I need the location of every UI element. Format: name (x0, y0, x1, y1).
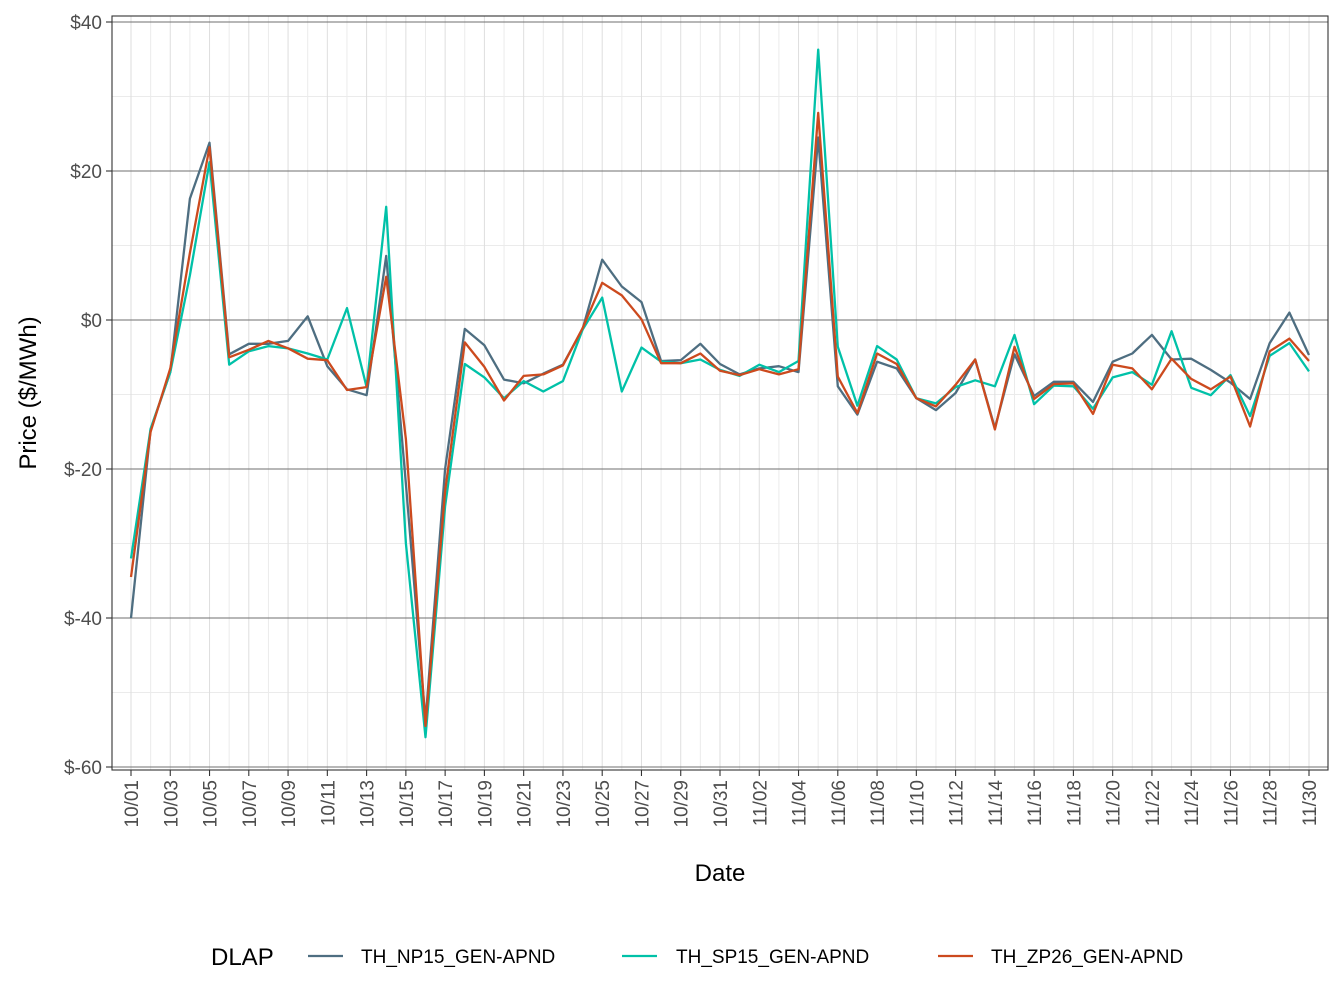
x-tick-label: 10/03 (161, 780, 182, 828)
legend-title: DLAP (211, 944, 274, 971)
x-axis: 10/01 10/03 10/05 10/07 10/09 10/11 10/13 10/15… (122, 770, 1321, 828)
x-tick-label: 10/01 (122, 780, 143, 828)
x-tick-label: 10/07 (240, 780, 261, 828)
y-axis: $40 $20 $0 $-20 $-40 $-60 (64, 13, 112, 779)
x-tick-label: 10/23 (554, 780, 575, 828)
x-tick-label: 10/31 (711, 780, 732, 828)
x-tick-label: 11/16 (1025, 780, 1046, 826)
legend: DLAP TH_NP15_GEN-APND TH_SP15_GEN-APND T… (211, 944, 1183, 971)
x-tick-label: 10/27 (632, 780, 653, 828)
series-lines (129, 48, 1311, 739)
legend-label-zp26: TH_ZP26_GEN-APND (991, 947, 1183, 968)
minor-gridlines-x (150, 16, 1290, 770)
x-tick-label: 11/08 (868, 780, 889, 826)
x-tick-label: 11/18 (1064, 780, 1085, 826)
y-axis-title: Price ($/MWh) (15, 316, 42, 469)
x-tick-label: 11/12 (947, 780, 968, 826)
x-tick-label: 10/15 (397, 780, 418, 828)
x-tick-label: 11/28 (1261, 780, 1282, 826)
x-tick-label: 11/02 (750, 780, 771, 826)
legend-label-np15: TH_NP15_GEN-APND (361, 947, 555, 968)
series-line-2 (129, 111, 1310, 728)
x-tick-label: 11/10 (907, 780, 928, 826)
x-tick-label: 10/25 (593, 780, 614, 828)
y-tick-label: $40 (70, 13, 102, 34)
x-tick-label: 10/11 (318, 780, 339, 826)
x-tick-label: 10/09 (279, 780, 300, 828)
legend-label-sp15: TH_SP15_GEN-APND (676, 947, 869, 968)
y-tick-label: $20 (70, 162, 102, 183)
x-tick-label: 10/17 (436, 780, 457, 828)
y-tick-label: $-60 (64, 758, 102, 779)
x-tick-label: 11/22 (1143, 780, 1164, 826)
x-tick-label: 11/30 (1300, 780, 1321, 826)
x-tick-label: 11/24 (1182, 780, 1203, 827)
x-tick-label: 11/04 (790, 780, 811, 827)
x-tick-label: 10/05 (201, 780, 222, 828)
x-tick-label: 10/29 (672, 780, 693, 828)
x-axis-title: Date (695, 860, 746, 887)
x-tick-label: 10/21 (515, 780, 536, 828)
series-line-0 (129, 136, 1311, 722)
x-tick-label: 11/14 (986, 780, 1007, 827)
x-tick-label: 11/06 (829, 780, 850, 826)
y-tick-label: $-40 (64, 609, 102, 630)
x-tick-label: 10/19 (475, 780, 496, 828)
x-tick-label: 11/26 (1221, 780, 1242, 826)
major-gridlines-x (130, 16, 1310, 770)
y-tick-label: $-20 (64, 460, 102, 481)
x-tick-label: 10/13 (358, 780, 379, 828)
x-tick-label: 11/20 (1104, 780, 1125, 826)
major-gridlines-y (112, 21, 1328, 768)
y-tick-label: $0 (81, 311, 102, 332)
